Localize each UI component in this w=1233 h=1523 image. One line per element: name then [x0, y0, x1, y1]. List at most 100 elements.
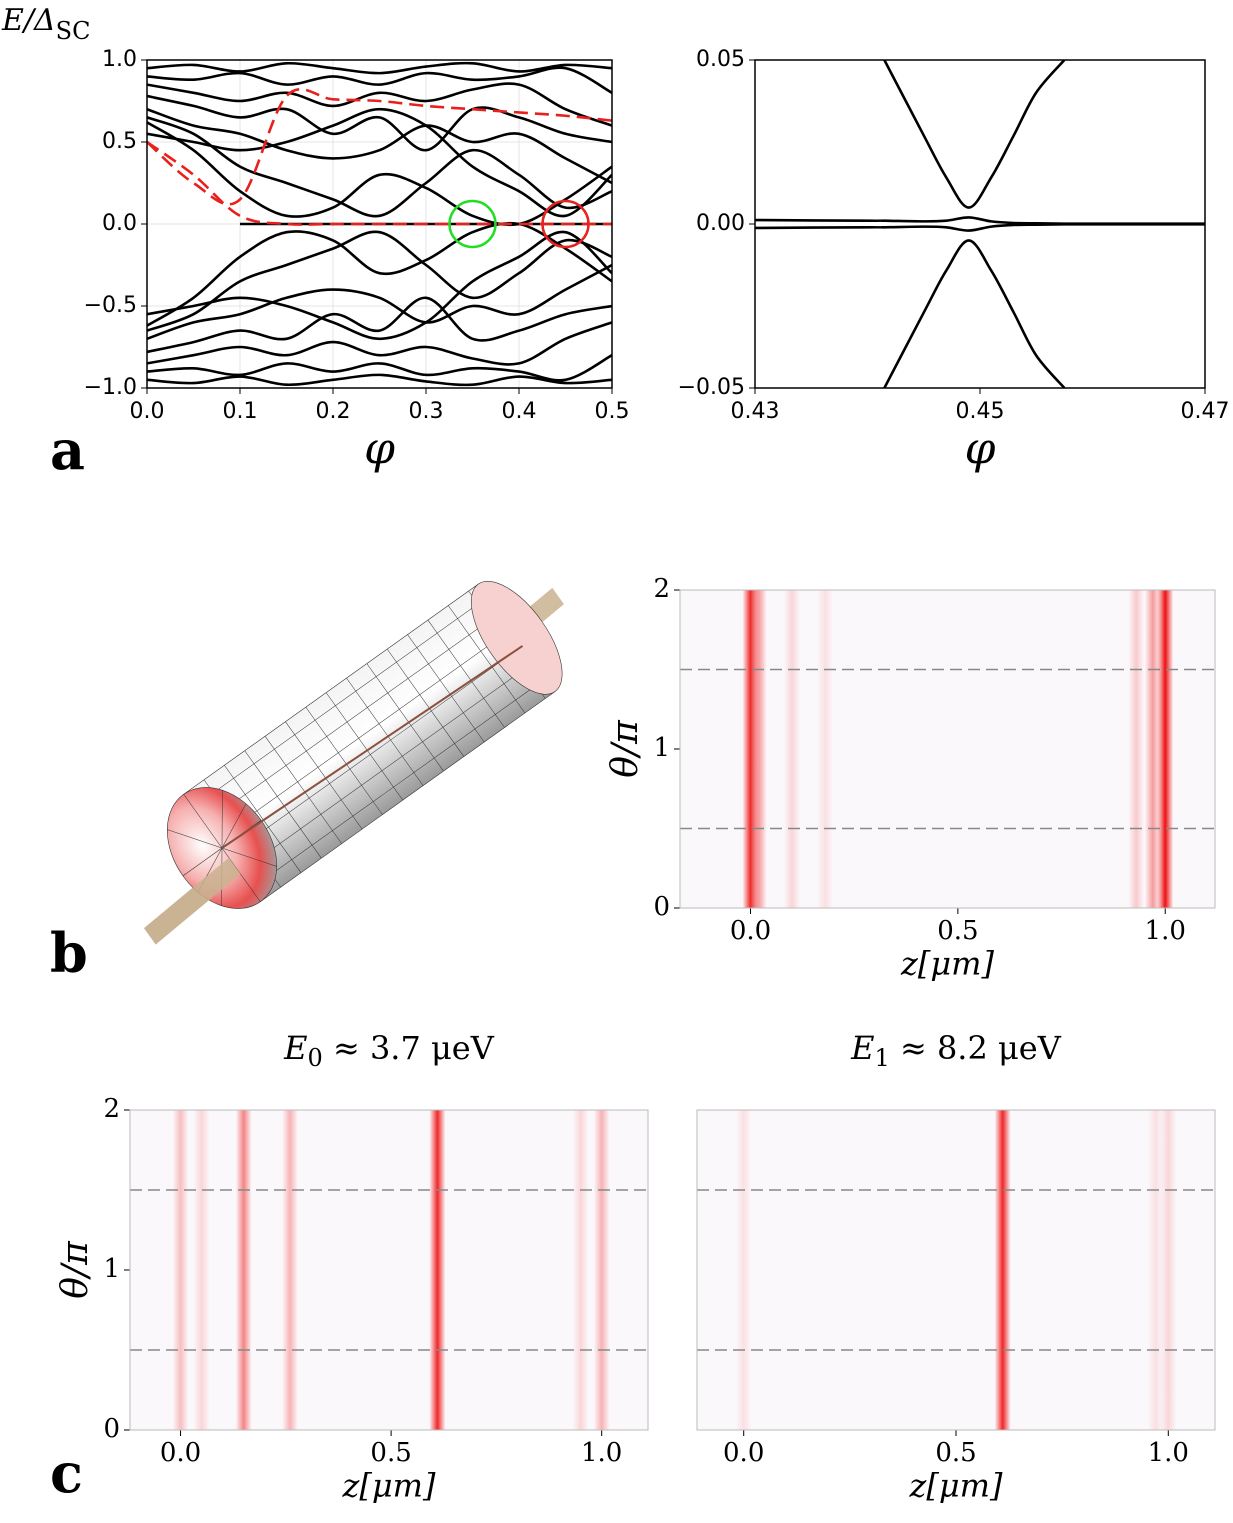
y-tick-label: 0.5	[102, 129, 137, 154]
x-tick-label: 0.0	[723, 1438, 764, 1468]
series-line	[755, 223, 1205, 232]
plot-frame	[146, 59, 613, 389]
x-tick-label: 0.0	[160, 1438, 201, 1468]
title-rest: ≈ 3.7 μeV	[323, 1029, 495, 1067]
chart-title: E0 ≈ 3.7 μeV	[283, 1029, 495, 1072]
series-line	[147, 82, 612, 127]
y-tick-label: 2	[103, 1094, 120, 1124]
plot-frame	[129, 1109, 649, 1431]
heatmap-stripe	[1160, 1110, 1177, 1430]
series-line	[147, 61, 612, 75]
y-tick-label: −1.0	[84, 375, 137, 400]
series-line	[755, 216, 1205, 225]
title-subscript: 0	[308, 1044, 323, 1072]
y-tick-label: 1	[653, 733, 670, 763]
heatmap-stripe	[429, 1110, 446, 1430]
heatmap-stripe	[783, 590, 800, 908]
x-tick-label: 0.4	[502, 399, 537, 424]
heatmap-stripe	[172, 1110, 189, 1430]
x-tick-label: 0.0	[730, 916, 771, 946]
x-tick-label: 0.5	[935, 1438, 976, 1468]
heatmap-stripe	[1128, 590, 1145, 908]
series-line	[883, 239, 1066, 388]
x-tick-label: 0.43	[731, 399, 780, 424]
series-line	[147, 66, 612, 94]
title-text: E	[283, 1029, 307, 1067]
x-tick-label: 0.45	[956, 399, 1005, 424]
heatmap-stripe	[593, 1110, 610, 1430]
series-line	[147, 94, 612, 152]
series-line	[147, 88, 612, 206]
title-rest: ≈ 8.2 μeV	[890, 1029, 1062, 1067]
heatmap-stripe	[572, 1110, 589, 1430]
y-tick-label: −0.05	[678, 375, 745, 400]
panel-label: b	[50, 921, 88, 985]
x-tick-label: 0.1	[223, 399, 258, 424]
series-line	[147, 116, 612, 218]
y-tick-label: 1	[103, 1254, 120, 1284]
plot-frame	[696, 1109, 1216, 1431]
title-subscript: 1	[875, 1044, 890, 1072]
series-line	[147, 140, 612, 226]
chart: 0.0 0.5 1.0 0 1 2 z[μm] θ/π	[605, 574, 1216, 983]
series-line	[147, 296, 612, 354]
heatmap-background	[697, 1110, 1215, 1430]
x-tick-label: 0.2	[316, 399, 351, 424]
series-line	[147, 373, 612, 387]
y-tick-label: 0	[653, 892, 670, 922]
x-axis-label: φ	[965, 424, 996, 475]
series-line	[147, 107, 612, 218]
y-tick-label: 0	[103, 1414, 120, 1444]
x-tick-label: 0.5	[937, 916, 978, 946]
plot-area	[755, 60, 1205, 388]
x-tick-label: 1.0	[1145, 916, 1186, 946]
y-tick-label: 2	[653, 574, 670, 604]
x-tick-label: 1.0	[1148, 1438, 1189, 1468]
plot-area	[147, 61, 612, 387]
x-tick-label: 1.0	[581, 1438, 622, 1468]
plot-frame	[679, 589, 1216, 909]
heatmap-stripe	[193, 1110, 210, 1430]
series-line	[147, 354, 612, 382]
panel-label: a	[50, 418, 85, 482]
y-axis-label: θ/π	[605, 719, 646, 778]
y-axis-label: E/ΔSC	[1, 3, 90, 45]
annotation-circle	[448, 199, 497, 249]
x-tick-label: 0.5	[595, 399, 630, 424]
series-line	[147, 263, 612, 341]
panel-label: c	[50, 1441, 83, 1505]
heatmap-stripe	[735, 1110, 752, 1430]
heatmap-background	[130, 1110, 648, 1430]
chart: 0.0 0.1 0.2 0.3 0.4 0.5 −1.0 −0.5 0.0 0.5 1.0 φ E/ΔS…	[1, 3, 630, 475]
y-tick-label: 0.05	[696, 47, 745, 72]
annotation-circle	[541, 199, 590, 249]
x-axis-label: z[μm]	[909, 1467, 1003, 1505]
plot-frame	[754, 59, 1206, 389]
series-line	[147, 107, 612, 185]
heatmap-stripe	[817, 590, 834, 908]
series-line	[147, 230, 612, 341]
x-axis-label: z[μm]	[900, 945, 994, 983]
heatmap-stripe	[994, 1110, 1011, 1430]
label-subscript: SC	[56, 17, 91, 45]
x-tick-label: 0.3	[409, 399, 444, 424]
chart-title: E1 ≈ 8.2 μeV	[850, 1029, 1062, 1072]
series-line	[147, 121, 612, 227]
y-tick-label: 0.0	[102, 211, 137, 236]
series-line	[147, 230, 612, 332]
chart: 0.43 0.45 0.47 −0.05 0.00 0.05 φ	[678, 47, 1230, 475]
series-line	[147, 221, 612, 327]
heatmap-background	[680, 590, 1215, 908]
x-tick-label: 0.5	[370, 1438, 411, 1468]
x-axis-label: z[μm]	[342, 1467, 436, 1505]
label-text: E/Δ	[1, 3, 56, 38]
y-tick-label: 0.00	[696, 211, 745, 236]
chart: 0.0 0.5 1.0 z[μm] E1 ≈ 8.2 μeV	[696, 1029, 1216, 1505]
x-axis-label: φ	[364, 424, 395, 475]
heatmap-stripe	[1157, 590, 1174, 908]
series-line	[883, 60, 1066, 209]
heatmap-stripe	[282, 1110, 299, 1430]
y-tick-label: −0.5	[84, 293, 137, 318]
